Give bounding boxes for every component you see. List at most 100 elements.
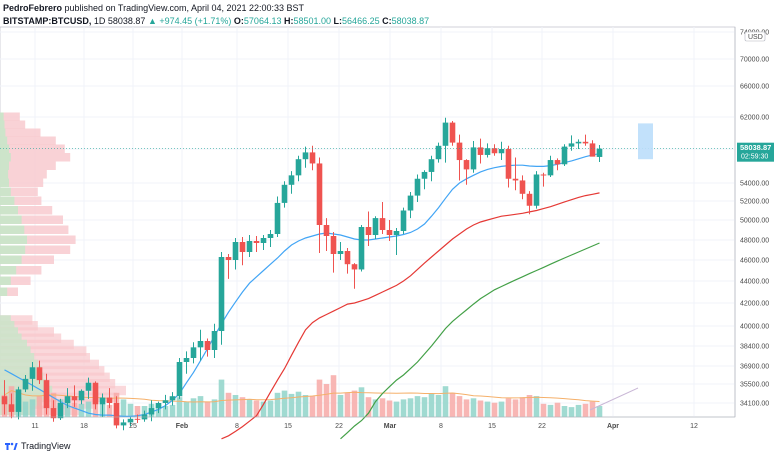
volume-profile-bar — [0, 153, 71, 162]
volume-bar — [218, 379, 225, 417]
candle-body — [169, 396, 176, 401]
volume-profile-bar — [0, 206, 53, 215]
candle-body — [533, 174, 540, 206]
volume-profile-bar-up — [0, 196, 15, 205]
price-tick-label: 34100.00 — [740, 401, 769, 408]
volume-profile-bar — [0, 255, 54, 264]
candle-body — [78, 390, 85, 401]
candle-body — [526, 193, 533, 206]
author-name[interactable]: PedroFebrero — [3, 3, 63, 13]
candle-body — [274, 202, 281, 234]
candle-body — [64, 396, 71, 403]
chart-grid — [0, 26, 736, 418]
volume-profile-bar — [0, 120, 26, 129]
volume-profile-bar — [0, 353, 90, 363]
projection-box — [638, 123, 653, 160]
candle-body — [316, 163, 323, 225]
volume-profile-bar-up — [0, 144, 9, 153]
footer-brand[interactable]: TradingView — [4, 441, 71, 451]
price-tick-label: 66000.00 — [740, 84, 769, 91]
volume-profile-bar — [0, 287, 18, 296]
candlesticks — [1, 117, 603, 431]
volume-bar — [540, 403, 547, 417]
candle-body — [50, 408, 57, 419]
volume-bar — [246, 399, 253, 417]
candle-body — [148, 408, 155, 415]
candle-body — [8, 404, 15, 412]
volume-bar — [176, 397, 183, 417]
candle-body — [568, 143, 575, 147]
volume-bar — [323, 384, 330, 417]
volume-bar — [428, 393, 435, 417]
volume-bar — [127, 403, 134, 417]
candle-body — [400, 210, 407, 231]
symbol-label[interactable]: BITSTAMP:BTCUSD, — [3, 16, 92, 26]
candle-body — [197, 341, 204, 348]
volume-bar — [85, 401, 92, 417]
candle-body — [232, 242, 239, 260]
volume-profile-bar-up — [0, 287, 8, 296]
candle-body — [92, 382, 99, 405]
open-value: 57064.13 — [243, 16, 282, 26]
volume-bar — [36, 396, 43, 417]
candle-body — [162, 400, 169, 403]
volume-profile-bar-up — [0, 372, 44, 383]
volume-bar — [337, 395, 344, 417]
candle-body — [589, 143, 596, 157]
publish-text: published on TradingView.com, April 04, … — [64, 3, 305, 13]
volume-profile-bar-up — [0, 276, 11, 285]
candle-body — [561, 146, 568, 165]
currency-label: USD — [748, 34, 763, 41]
time-tick-label: Mar — [384, 423, 397, 430]
volume-bar — [568, 407, 575, 417]
volume-profile-bar-up — [0, 215, 22, 224]
candle-body — [491, 148, 498, 154]
volume-bar — [204, 401, 211, 417]
time-tick-label: 11 — [31, 423, 38, 430]
candle-body — [113, 403, 120, 426]
candle-body — [29, 367, 36, 379]
volume-bar — [351, 390, 358, 417]
volume-bar — [407, 398, 414, 417]
ohlc-line: BITSTAMP:BTCUSD, 1D 58038.87 ▲ +974.45 (… — [3, 16, 429, 26]
volume-profile-bar-up — [0, 235, 27, 244]
price-tick-label: 40000.00 — [740, 324, 769, 331]
candle-body — [239, 242, 246, 252]
candle-body — [540, 174, 547, 176]
time-tick-label: 15 — [488, 423, 496, 430]
high-value: 58501.00 — [293, 16, 332, 26]
candle-body — [309, 152, 316, 164]
volume-profile-bar — [0, 315, 33, 325]
candle-body — [106, 397, 113, 403]
volume-bar — [274, 392, 281, 417]
volume-bar — [372, 399, 379, 417]
volume-bar — [519, 397, 526, 417]
candle-body — [596, 148, 603, 157]
candle-body — [22, 378, 29, 390]
volume-profile-bar — [0, 170, 47, 179]
candle-body — [477, 147, 484, 155]
volume-profile-bar-up — [0, 225, 25, 234]
volume-bar — [512, 399, 519, 417]
mid-moving-average — [221, 192, 600, 440]
price-tick-label: 36900.00 — [740, 364, 769, 371]
volume-profile-bar-up — [0, 339, 27, 350]
volume-bar — [288, 393, 295, 417]
volume-bar — [281, 390, 288, 417]
volume-bar — [64, 400, 71, 417]
volume-profile-bar — [0, 136, 56, 145]
time-tick-label: 22 — [538, 423, 546, 430]
volume-profile-bar-up — [0, 245, 26, 254]
volume-bar — [561, 406, 568, 417]
volume-profile-bar-up — [0, 366, 42, 376]
slow-moving-average — [340, 242, 600, 440]
volume-bar — [491, 402, 498, 417]
volume-profile-bar — [0, 128, 41, 137]
volume-profile-bar-up — [0, 206, 18, 215]
volume-bar — [295, 391, 302, 417]
volume-bar — [379, 398, 386, 417]
candle-body — [295, 159, 302, 176]
volume-bar — [435, 395, 442, 417]
